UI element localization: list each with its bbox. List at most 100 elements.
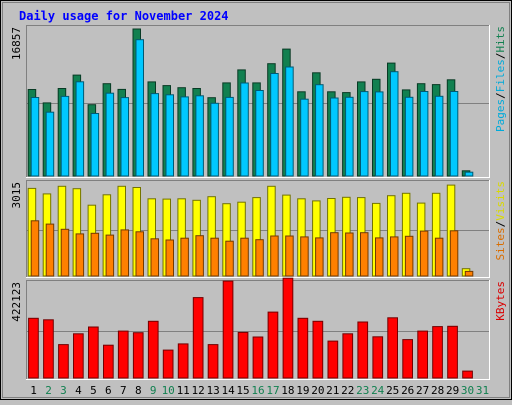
- panel-kbytes: 422123 KBytes: [10, 277, 507, 380]
- bar-sites-day-28: [434, 237, 444, 277]
- panel-max-label: 16857: [10, 27, 23, 60]
- bar-sites-day-2: [45, 223, 55, 277]
- bar-kbytes-day-7: [117, 330, 129, 379]
- x-tick-label-day-9: 9: [150, 384, 157, 397]
- x-tick-label-day-16: 16: [251, 384, 264, 397]
- axis-label-pages: Pages: [494, 99, 507, 132]
- bar-files-day-12: [195, 95, 204, 177]
- bar-files-day-9: [150, 93, 159, 177]
- bar-files-day-25: [390, 71, 399, 177]
- bar-kbytes-day-2: [43, 319, 54, 379]
- bar-sites-day-19: [300, 236, 309, 277]
- bar-files-day-30: [464, 171, 474, 177]
- bar-sites-day-30: [464, 270, 474, 277]
- x-tick-label-day-24: 24: [371, 384, 385, 397]
- bar-files-day-3: [60, 95, 70, 177]
- chart-title: Daily usage for November 2024: [19, 9, 229, 23]
- bar-sites-day-11: [180, 237, 189, 277]
- bar-kbytes-day-10: [162, 349, 174, 379]
- bar-files-day-14: [225, 96, 234, 177]
- bar-kbytes-day-4: [73, 333, 84, 379]
- bar-sites-day-16: [255, 239, 264, 277]
- bar-sites-day-5: [90, 232, 100, 277]
- x-tick-label-day-11: 11: [177, 384, 190, 397]
- x-tick-label-day-14: 14: [221, 384, 235, 397]
- bar-kbytes-day-8: [132, 332, 144, 379]
- x-tick-label-day-22: 22: [341, 384, 354, 397]
- bar-kbytes-day-1: [28, 317, 39, 379]
- bar-sites-day-10: [165, 239, 174, 277]
- bar-files-day-21: [330, 97, 339, 177]
- x-tick-label-day-30: 30: [461, 384, 474, 397]
- bar-files-day-27: [419, 91, 429, 177]
- bar-kbytes-day-22: [342, 333, 354, 379]
- bar-sites-day-7: [120, 229, 129, 277]
- bar-sites-day-26: [404, 235, 414, 277]
- x-tick-label-day-29: 29: [446, 384, 459, 397]
- bar-files-day-5: [90, 113, 100, 177]
- bar-files-day-16: [255, 90, 264, 177]
- axis-label-sites: Sites: [494, 227, 507, 260]
- bar-sites-day-3: [60, 228, 70, 277]
- bar-sites-day-14: [225, 240, 234, 277]
- axis-label-kbytes: KBytes: [494, 281, 507, 321]
- x-tick-label-day-10: 10: [162, 384, 175, 397]
- x-tick-label-day-27: 27: [416, 384, 429, 397]
- bar-files-day-28: [434, 95, 444, 177]
- bar-kbytes-day-21: [327, 340, 339, 379]
- bar-files-day-11: [180, 96, 189, 177]
- panel-axis-label: Pages/Files/Hits: [494, 26, 507, 132]
- bar-files-day-15: [240, 82, 249, 177]
- x-tick-label-day-8: 8: [135, 384, 142, 397]
- bar-files-day-29: [449, 91, 459, 177]
- bar-sites-day-20: [315, 237, 324, 277]
- bar-kbytes-day-20: [312, 320, 324, 379]
- bar-files-day-26: [404, 96, 414, 177]
- x-tick-label-day-5: 5: [90, 384, 97, 397]
- bar-sites-day-23: [360, 232, 369, 277]
- bar-sites-day-25: [390, 236, 399, 277]
- bar-files-day-23: [360, 91, 369, 177]
- bar-kbytes-day-3: [58, 344, 69, 379]
- panel-axis-label: Sites/Visits: [494, 181, 507, 261]
- bar-sites-day-24: [375, 237, 384, 277]
- x-tick-label-day-6: 6: [105, 384, 112, 397]
- bar-kbytes-day-14: [222, 280, 234, 379]
- x-tick-label-day-28: 28: [431, 384, 444, 397]
- bar-sites-day-17: [270, 235, 279, 277]
- axis-label-files: Files: [494, 59, 507, 92]
- bar-files-day-10: [165, 94, 174, 177]
- x-tick-label-day-2: 2: [45, 384, 52, 397]
- x-tick-label-day-19: 19: [296, 384, 309, 397]
- x-tick-label-day-15: 15: [236, 384, 249, 397]
- bar-sites-day-6: [105, 234, 115, 277]
- x-tick-label-day-26: 26: [401, 384, 414, 397]
- x-tick-label-day-12: 12: [191, 384, 204, 397]
- bar-files-day-24: [375, 91, 384, 177]
- x-tick-label-day-21: 21: [326, 384, 339, 397]
- bar-kbytes-day-18: [282, 277, 294, 379]
- chart-frame-inner: [2, 2, 510, 398]
- panel-axis-label: KBytes: [494, 281, 507, 321]
- bar-sites-day-18: [285, 235, 294, 277]
- bar-kbytes-day-11: [177, 343, 189, 379]
- x-tick-label-day-1: 1: [30, 384, 37, 397]
- bar-sites-day-12: [195, 235, 204, 277]
- bar-kbytes-day-23: [357, 321, 369, 379]
- x-tick-label-day-17: 17: [266, 384, 279, 397]
- panel-max-label: 422123: [10, 282, 23, 322]
- bar-files-day-6: [105, 92, 115, 177]
- bar-sites-day-8: [135, 231, 144, 277]
- bar-kbytes-day-26: [402, 339, 413, 379]
- bar-files-day-8: [135, 39, 144, 177]
- bar-kbytes-day-13: [207, 344, 219, 379]
- bar-sites-day-9: [150, 238, 159, 277]
- bar-sites-day-1: [30, 220, 40, 277]
- x-tick-label-day-4: 4: [75, 384, 82, 397]
- bar-kbytes-day-30: [462, 370, 473, 379]
- bar-kbytes-day-17: [267, 311, 279, 379]
- axis-label-separator: /: [494, 53, 507, 60]
- bar-files-day-18: [285, 66, 294, 177]
- bar-kbytes-day-15: [237, 331, 249, 379]
